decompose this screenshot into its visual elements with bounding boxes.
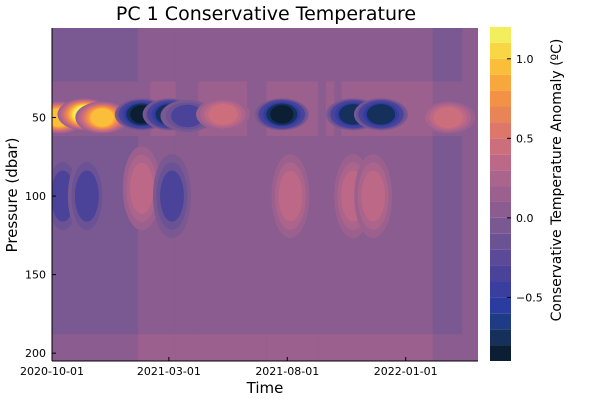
- heatmap-band-lower: [175, 334, 199, 361]
- colorbar-swatch: [490, 217, 511, 234]
- heatmap-band-lower: [334, 334, 342, 361]
- heatmap-feature-contour: [270, 105, 294, 124]
- heatmap-band-mid: [325, 136, 335, 335]
- x-tick-label: 2021-03-01: [137, 365, 201, 378]
- x-tick-labels: 2020-10-01 2021-03-01 2021-08-01 2022-01-01: [20, 357, 438, 378]
- heatmap-band-lower: [341, 334, 433, 361]
- heatmap-band-lower: [266, 334, 319, 361]
- colorbar-swatch: [490, 297, 511, 314]
- heatmap-band-upper: [432, 28, 463, 82]
- y-tick-label: 150: [25, 269, 46, 282]
- heatmap-band-upper: [334, 28, 342, 82]
- x-tick-label: 2021-08-01: [255, 365, 319, 378]
- colorbar-swatch: [490, 27, 511, 43]
- colorbar-swatch: [490, 186, 511, 202]
- heatmap-feature-contour: [278, 170, 303, 222]
- heatmap-band-upper: [150, 28, 176, 82]
- heatmap-feature-contour: [90, 108, 114, 127]
- colorbar-tick-label: 1.0: [516, 53, 534, 66]
- colorbar-tick-label: −0.5: [516, 291, 543, 304]
- heatmap-feature-contour: [361, 170, 386, 222]
- heatmap-band-upper: [341, 28, 433, 82]
- heatmap-band-upper: [198, 28, 248, 82]
- heatmap-feature-contour: [433, 106, 464, 129]
- y-tick-labels: 50 100 150 200: [25, 112, 56, 360]
- colorbar-swatch: [490, 265, 511, 282]
- heatmap-band-lower: [325, 334, 335, 361]
- colorbar-swatch: [490, 170, 511, 187]
- heatmap-band-upper: [175, 28, 199, 82]
- heatmap-band-upper: [137, 28, 151, 82]
- colorbar-swatch: [490, 249, 511, 266]
- colorbar-label: Conservative Temperature Anomaly (ºC): [549, 39, 565, 322]
- colorbar-swatch: [490, 74, 511, 91]
- colorbar-swatch: [490, 138, 511, 155]
- heatmap-feature-contour: [208, 103, 238, 125]
- colorbar-swatch: [490, 281, 511, 298]
- heatmap-band-mid: [198, 136, 248, 335]
- colorbar-swatch: [490, 90, 511, 107]
- colorbar-tick-labels: −0.5 0.0 0.5 1.0: [507, 53, 543, 304]
- colorbar-swatch: [490, 106, 511, 123]
- colorbar-tick-label: 0.0: [516, 212, 534, 225]
- heatmap-band-thermocline: [318, 81, 326, 137]
- colorbar-swatch: [490, 329, 511, 346]
- heatmap-feature-contour: [129, 162, 154, 214]
- heatmap-bands: [52, 28, 478, 361]
- y-tick-label: 100: [25, 190, 46, 203]
- x-tick-label: 2022-01-01: [374, 365, 438, 378]
- heatmap-band-mid: [432, 136, 463, 335]
- heatmap-features: [52, 98, 476, 239]
- heatmap-band-upper: [266, 28, 319, 82]
- colorbar-swatch: [490, 58, 511, 75]
- y-tick-label: 200: [25, 347, 46, 360]
- heatmap-band-lower: [318, 334, 326, 361]
- colorbar-swatch: [490, 201, 511, 218]
- heatmap-feature-contour: [368, 105, 393, 124]
- heatmap-band-lower: [150, 334, 176, 361]
- colorbar-swatch: [490, 313, 511, 330]
- colorbar-swatch: [490, 233, 511, 250]
- heatmap-feature-contour: [74, 170, 99, 222]
- heatmap-band-lower: [198, 334, 248, 361]
- x-tick-label: 2020-10-01: [20, 365, 84, 378]
- heatmap-band-upper: [318, 28, 326, 82]
- heatmap-band-upper: [247, 28, 267, 82]
- heatmap-band-upper: [110, 28, 138, 82]
- heatmap-band-lower: [52, 334, 111, 361]
- heatmap-band-upper: [52, 28, 111, 82]
- heatmap-band-lower: [110, 334, 138, 361]
- heatmap-feature-contour: [171, 104, 204, 128]
- colorbar-swatch: [490, 122, 511, 139]
- y-axis-label: Pressure (dbar): [3, 138, 21, 253]
- heatmap-feature-contour: [160, 170, 184, 222]
- colorbar-tick-label: 0.5: [516, 132, 534, 145]
- colorbar-swatch: [490, 42, 511, 59]
- colorbar: [490, 27, 511, 361]
- colorbar-swatch: [490, 154, 511, 171]
- chart-title: PC 1 Conservative Temperature: [116, 3, 416, 25]
- y-tick-label: 50: [32, 112, 46, 125]
- heatmap-band-upper: [325, 28, 335, 82]
- colorbar-swatch: [490, 345, 511, 361]
- heatmap-band-mid: [334, 136, 342, 335]
- heatmap-band-mid: [318, 136, 326, 335]
- heatmap-band-mid: [247, 136, 267, 335]
- x-axis-label: Time: [246, 379, 284, 397]
- heatmap-band-lower: [432, 334, 463, 361]
- heatmap-band-lower: [247, 334, 267, 361]
- heatmap-band-lower: [137, 334, 151, 361]
